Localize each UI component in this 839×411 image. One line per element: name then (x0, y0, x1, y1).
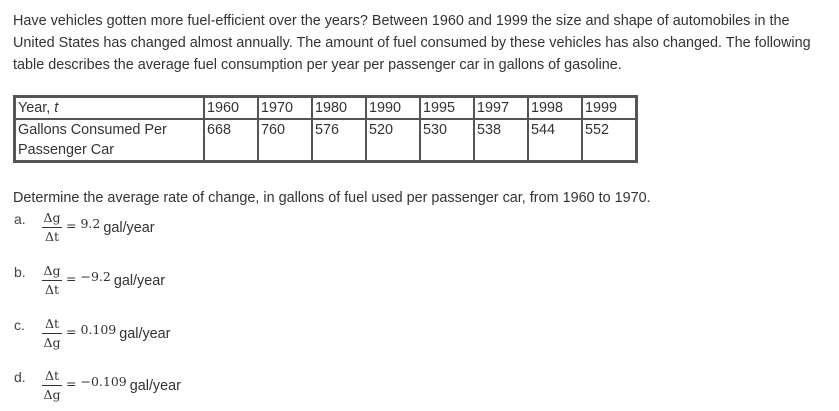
option-letter: a. (14, 211, 26, 227)
year-cell: 1960 (204, 97, 258, 119)
fraction-bar (42, 227, 62, 228)
equals-sign: = (66, 376, 77, 391)
option-value: 9.2 (80, 216, 101, 231)
year-cell: 1980 (312, 97, 366, 119)
fraction-numerator: Δt (44, 368, 60, 383)
fraction-numerator: Δg (43, 263, 61, 278)
intro-paragraph: Have vehicles gotten more fuel-efficient… (13, 13, 811, 73)
gallons-cell: 538 (474, 119, 528, 161)
question-text: Determine the average rate of change, in… (13, 190, 651, 206)
rate-fraction: Δt Δg (42, 316, 62, 351)
option-equation: = 0.109 gal/year (66, 322, 171, 342)
option-value: 0.109 (80, 322, 117, 337)
gallons-cell: 552 (582, 119, 636, 161)
table-row-gallons: Gallons Consumed Per Passenger Car 668 7… (15, 119, 636, 161)
option-letter: d. (14, 369, 26, 385)
equals-sign: = (66, 324, 77, 339)
gallons-cell: 668 (204, 119, 258, 161)
option-unit: gal/year (119, 326, 171, 342)
fraction-bar (42, 333, 62, 334)
fraction-denominator: Δg (43, 387, 61, 402)
gallons-cell: 530 (420, 119, 474, 161)
rate-fraction: Δt Δg (42, 368, 62, 403)
answer-option-a[interactable]: a. Δg Δt = 9.2 gal/year (14, 209, 414, 253)
equals-sign: = (66, 218, 77, 233)
option-letter: c. (14, 317, 25, 333)
gallons-cell: 544 (528, 119, 582, 161)
option-equation: = −0.109 gal/year (66, 374, 181, 394)
year-cell: 1970 (258, 97, 312, 119)
row-header-year: Year, t (15, 97, 204, 119)
equals-sign: = (66, 271, 77, 286)
fraction-bar (42, 280, 62, 281)
rate-fraction: Δg Δt (42, 263, 62, 298)
row-header-gallons: Gallons Consumed Per Passenger Car (15, 119, 204, 161)
fraction-numerator: Δg (43, 210, 61, 225)
option-unit: gal/year (129, 378, 181, 394)
fraction-denominator: Δg (43, 335, 61, 350)
fraction-denominator: Δt (44, 229, 60, 244)
gallons-cell: 576 (312, 119, 366, 161)
answer-option-c[interactable]: c. Δt Δg = 0.109 gal/year (14, 315, 414, 359)
year-cell: 1997 (474, 97, 528, 119)
option-letter: b. (14, 264, 26, 280)
gallons-cell: 760 (258, 119, 312, 161)
answer-option-d[interactable]: d. Δt Δg = −0.109 gal/year (14, 367, 414, 411)
option-equation: = 9.2 gal/year (66, 216, 155, 236)
year-cell: 1990 (366, 97, 420, 119)
rate-fraction: Δg Δt (42, 210, 62, 245)
fraction-numerator: Δt (44, 316, 60, 331)
option-value: −9.2 (80, 269, 111, 284)
answer-option-b[interactable]: b. Δg Δt = −9.2 gal/year (14, 262, 414, 306)
year-cell: 1995 (420, 97, 474, 119)
table-row-year: Year, t 1960 1970 1980 1990 1995 1997 19… (15, 97, 636, 119)
variable-t: t (54, 100, 59, 116)
option-unit: gal/year (113, 273, 166, 289)
year-cell: 1998 (528, 97, 582, 119)
option-value: −0.109 (80, 374, 127, 389)
fraction-bar (42, 385, 62, 386)
gallons-cell: 520 (366, 119, 420, 161)
year-cell: 1999 (582, 97, 636, 119)
fraction-denominator: Δt (44, 282, 60, 297)
option-unit: gal/year (103, 220, 155, 236)
fuel-consumption-table: Year, t 1960 1970 1980 1990 1995 1997 19… (13, 95, 638, 163)
option-equation: = −9.2 gal/year (66, 269, 166, 289)
row-header-year-text: Year, (18, 100, 55, 116)
